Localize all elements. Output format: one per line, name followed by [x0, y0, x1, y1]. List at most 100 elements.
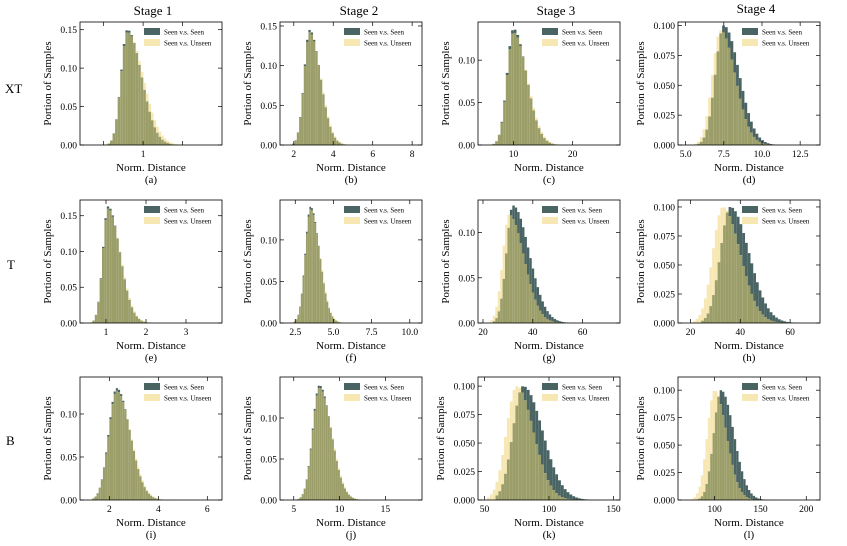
bar-unseen — [135, 315, 138, 317]
bar-unseen — [515, 386, 519, 406]
bar-unseen — [147, 492, 151, 494]
bar-seen — [744, 102, 748, 120]
y-tick-label: 0.15 — [60, 212, 77, 222]
bar-overlap — [563, 498, 567, 500]
bar-overlap — [97, 302, 100, 323]
bar-seen — [753, 273, 756, 301]
bar-unseen — [492, 489, 496, 500]
y-tick-label: 0.050 — [454, 440, 476, 450]
panel-d: 5.0 7.5 10.0 12.5 0.000 0.025 0.050 0.075 0.100 P… — [635, 21, 821, 186]
bar-overlap — [714, 280, 718, 323]
bar-overlap — [314, 223, 317, 323]
bar-unseen — [703, 298, 707, 319]
x-tick-label: 10 — [335, 505, 345, 515]
bar-overlap — [551, 143, 554, 145]
bar-overlap — [135, 316, 138, 323]
legend-swatch-seen — [742, 28, 758, 35]
legend-label-seen: Seen v.s. Seen — [364, 207, 404, 215]
y-axis-label: Portion of Samples — [242, 219, 254, 303]
stage-title-3: Stage 3 — [536, 3, 576, 18]
bar-overlap — [492, 321, 496, 323]
bar-overlap — [99, 279, 102, 323]
bar-unseen — [719, 30, 723, 34]
bar-seen — [555, 474, 559, 494]
bar-unseen — [501, 454, 505, 485]
bar-seen — [117, 97, 121, 99]
bar-seen — [122, 400, 125, 403]
bar-unseen — [506, 418, 510, 460]
bars — [489, 29, 592, 146]
bar-unseen — [698, 314, 702, 323]
legend-label-seen: Seen v.s. Seen — [762, 207, 802, 215]
bar-overlap — [742, 266, 746, 323]
bar-overlap — [293, 321, 296, 323]
bar-seen — [728, 207, 732, 217]
bar-unseen — [143, 485, 146, 488]
bar-overlap — [138, 64, 141, 145]
bar-unseen — [138, 318, 141, 320]
bar-unseen — [329, 124, 332, 127]
axes-frame — [279, 376, 423, 501]
bar-overlap — [124, 410, 127, 500]
bar-unseen — [349, 495, 353, 497]
y-axis-label: Portion of Samples — [635, 41, 647, 125]
x-axis-label: Norm. Distance — [116, 517, 186, 529]
bar-overlap — [102, 248, 105, 323]
bar-overlap — [135, 460, 138, 500]
bar-overlap — [744, 119, 748, 145]
bar-overlap — [297, 498, 300, 500]
bar-seen — [546, 450, 550, 481]
bar-seen — [772, 315, 776, 322]
bar-overlap — [752, 136, 756, 145]
bar-seen — [311, 208, 313, 211]
bar-overlap — [98, 488, 101, 500]
x-tick-label: 2 — [291, 150, 296, 160]
legend-label-unseen: Seen v.s. Unseen — [762, 395, 810, 403]
bar-seen — [726, 404, 730, 441]
bar-overlap — [700, 496, 704, 500]
bar-unseen — [502, 245, 506, 279]
bar-seen — [113, 391, 116, 395]
bar-overlap — [107, 436, 110, 500]
bar-overlap — [319, 259, 322, 323]
bar-seen — [543, 440, 547, 474]
bar-overlap — [698, 498, 701, 500]
bar-seen — [729, 415, 732, 454]
y-tick-label: 0.15 — [60, 26, 77, 36]
bar-unseen — [130, 305, 134, 308]
bar-overlap — [492, 143, 496, 145]
bar-overlap — [529, 420, 533, 500]
bar-overlap — [120, 71, 123, 145]
axes-frame — [279, 21, 423, 146]
axes-frame — [477, 199, 621, 324]
x-tick-label: 5.0 — [328, 328, 340, 338]
bar-overlap — [755, 139, 759, 145]
bar-seen — [747, 490, 751, 499]
bar-overlap — [734, 233, 737, 323]
bar-overlap — [150, 495, 153, 500]
x-tick-label: 2.5 — [289, 328, 301, 338]
x-axis-label: Norm. Distance — [116, 340, 186, 352]
bar-overlap — [166, 142, 169, 145]
legend-swatch-unseen — [742, 39, 758, 46]
bar-seen — [532, 402, 536, 433]
bar-overlap — [92, 320, 95, 323]
bar-overlap — [763, 143, 767, 145]
y-tick-label: 0.075 — [654, 232, 676, 242]
bar-unseen — [497, 291, 501, 312]
bar-overlap — [498, 491, 502, 500]
bar-unseen — [701, 308, 704, 321]
bar-unseen — [540, 131, 544, 134]
bar-seen — [109, 208, 112, 211]
bar-overlap — [509, 442, 513, 500]
bar-overlap — [336, 140, 339, 145]
y-tick-label: 0.00 — [458, 142, 475, 152]
bar-unseen — [322, 92, 325, 95]
x-tick-label: 1 — [104, 328, 109, 338]
bar-overlap — [719, 33, 723, 145]
bar-seen — [308, 29, 311, 33]
bar-overlap — [740, 492, 744, 500]
bar-overlap — [758, 141, 762, 145]
bar-overlap — [323, 283, 325, 323]
